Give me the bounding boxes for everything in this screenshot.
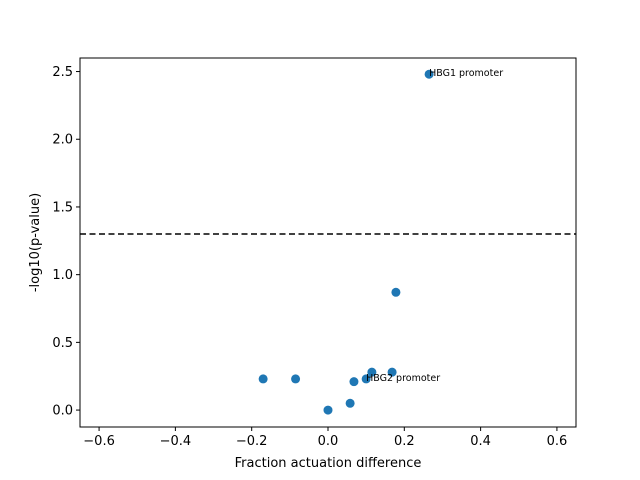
data-point — [367, 367, 377, 377]
data-point — [424, 69, 434, 79]
x-tick-label: −0.2 — [236, 434, 268, 449]
x-tick-label: 0.6 — [547, 434, 568, 449]
point-annotation: HBG2 promoter — [366, 373, 440, 384]
x-tick-label: −0.6 — [83, 434, 115, 449]
data-point — [361, 374, 371, 384]
x-tick-label: 0.2 — [394, 434, 415, 449]
data-point — [291, 374, 301, 384]
x-ticks: −0.6 −0.4 −0.2 0.0 0.2 0.4 0.6 — [83, 427, 567, 449]
x-tick-label: −0.4 — [160, 434, 192, 449]
y-tick-label: 1.5 — [52, 200, 73, 215]
y-axis-label: -log10(p-value) — [28, 193, 43, 292]
y-tick-label: 2.0 — [52, 133, 73, 148]
data-point — [387, 367, 397, 377]
plot-area — [80, 58, 576, 427]
y-tick-label: 0.5 — [52, 336, 73, 351]
points-layer — [258, 69, 434, 415]
data-point — [345, 398, 355, 408]
x-tick-label: 0.4 — [470, 434, 491, 449]
data-point — [258, 374, 268, 384]
plot-border — [79, 57, 577, 428]
y-tick-label: 1.0 — [52, 268, 73, 283]
x-tick-label: 0.0 — [318, 434, 339, 449]
data-point — [349, 377, 359, 387]
y-ticks: 0.0 0.5 1.0 1.5 2.0 2.5 — [52, 65, 80, 419]
point-annotation: HBG1 promoter — [429, 68, 503, 79]
y-tick-label: 2.5 — [52, 65, 73, 80]
data-point — [323, 405, 333, 415]
data-point — [391, 287, 401, 297]
x-axis-label: Fraction actuation difference — [235, 456, 422, 471]
annotations-layer: HBG1 promoter HBG2 promoter — [366, 68, 503, 384]
y-tick-label: 0.0 — [52, 404, 73, 419]
